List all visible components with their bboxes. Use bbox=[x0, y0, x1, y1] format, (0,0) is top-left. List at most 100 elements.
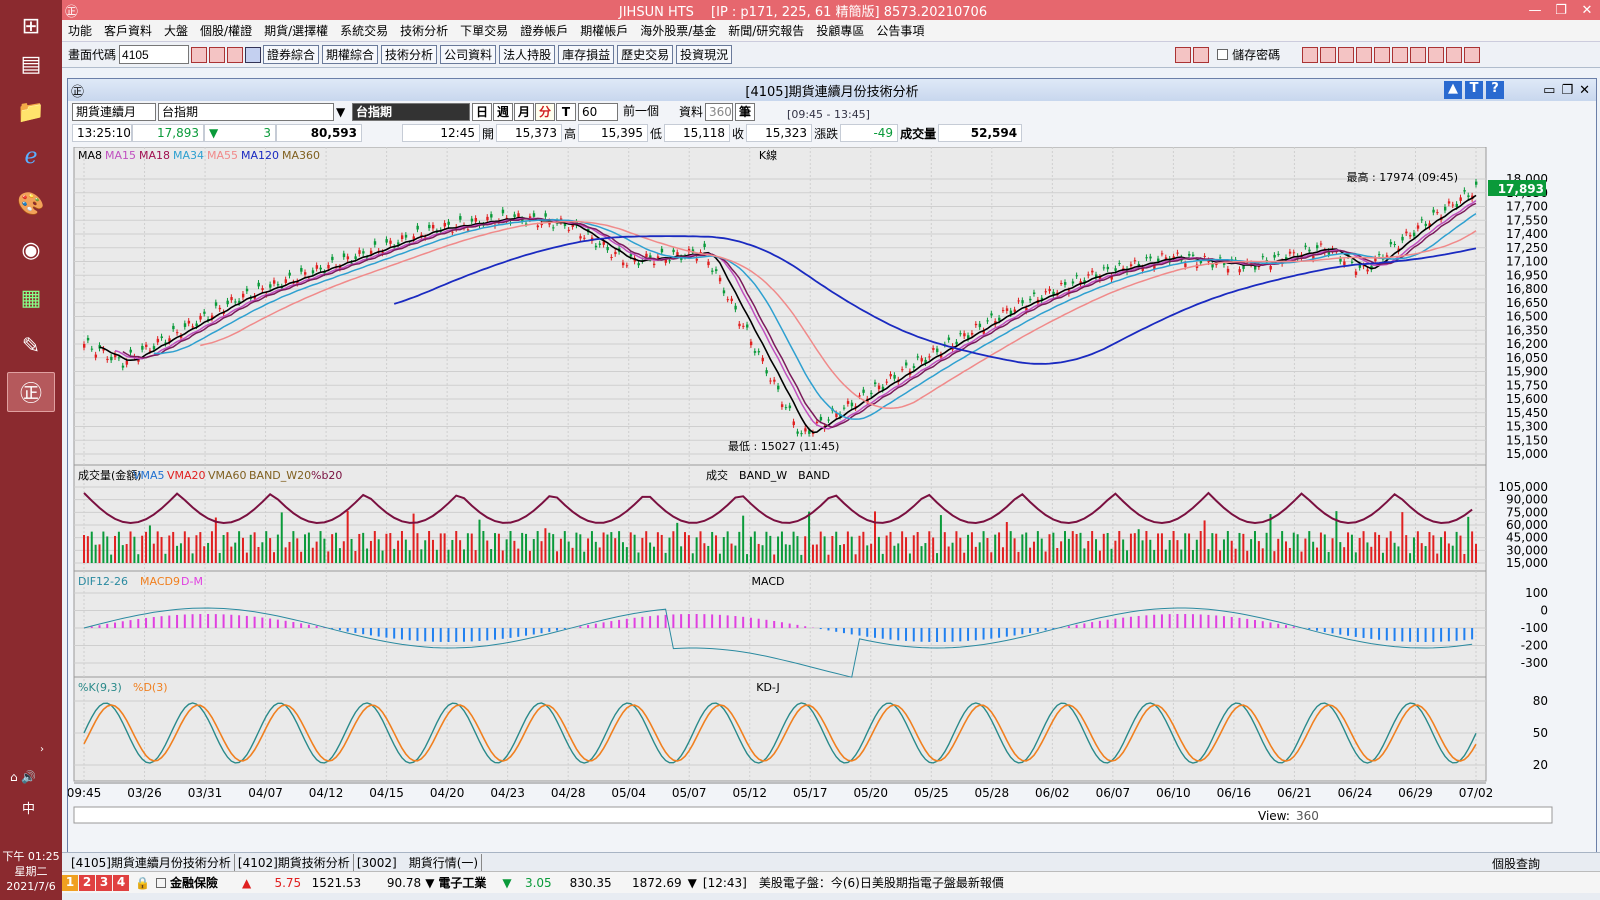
menu-item-2[interactable]: 大盤 bbox=[164, 24, 189, 38]
up-icon[interactable]: ▲ bbox=[1444, 81, 1462, 99]
period-3[interactable]: 分 bbox=[535, 102, 555, 121]
toolbar-button-6[interactable]: 歷史交易 bbox=[617, 45, 674, 64]
symbol-select[interactable]: 台指期 bbox=[158, 102, 334, 121]
t-icon[interactable]: T bbox=[1465, 81, 1483, 99]
arrow-left-icon[interactable] bbox=[1175, 46, 1192, 63]
toolbar-button-0[interactable]: 證券綜合 bbox=[263, 45, 320, 64]
tool-icon-c[interactable] bbox=[245, 46, 262, 63]
window-tab-0[interactable]: [4105]期貨連續月份技術分析 bbox=[68, 853, 235, 871]
vol-bar-49 bbox=[272, 552, 275, 563]
quick-icon-9[interactable] bbox=[1446, 46, 1463, 63]
quick-icon-7[interactable] bbox=[1410, 46, 1427, 63]
restore-icon[interactable]: ❐ bbox=[1555, 2, 1567, 18]
series-select[interactable]: 期貨連續月 bbox=[72, 102, 156, 121]
quick-icon-4[interactable] bbox=[1356, 46, 1373, 63]
window-tab-1[interactable]: [4102]期貨技術分析 bbox=[235, 853, 354, 871]
toolbar-button-2[interactable]: 技術分析 bbox=[381, 45, 438, 64]
candle-body-26 bbox=[183, 323, 187, 327]
toolbar-button-1[interactable]: 期權綜合 bbox=[322, 45, 379, 64]
vol-bar-2 bbox=[90, 531, 93, 563]
menu-item-12[interactable]: 投顧專區 bbox=[816, 24, 865, 38]
dropdown-icon[interactable]: ▼ bbox=[336, 104, 346, 119]
search-icon[interactable] bbox=[191, 46, 208, 63]
windows-taskbar: ⊞ ▤ 📁 ℯ 🎨 ◉ ▦ ✎ ㊣ › ⌂ 🔊 中 下午 01:25 星期二 2… bbox=[0, 0, 62, 900]
menu-item-4[interactable]: 期貨/選擇權 bbox=[264, 24, 329, 38]
panel-restore-icon[interactable]: ❐ bbox=[1561, 82, 1574, 98]
menu-item-9[interactable]: 期權帳戶 bbox=[580, 24, 629, 38]
candle-body-46 bbox=[261, 288, 264, 291]
change-label: 漲跌 bbox=[814, 126, 839, 141]
window-tab-2[interactable]: [3002] 期貨行情(一) bbox=[354, 853, 483, 871]
quick-icon-6[interactable] bbox=[1392, 46, 1409, 63]
candle-body-255 bbox=[1071, 281, 1075, 284]
quick-icon-5[interactable] bbox=[1374, 46, 1391, 63]
candle-body-35 bbox=[218, 307, 222, 310]
tool-icon-a[interactable] bbox=[209, 46, 226, 63]
menu-item-10[interactable]: 海外股票/基金 bbox=[640, 24, 717, 38]
toolbar-button-5[interactable]: 庫存損益 bbox=[558, 45, 615, 64]
menu-item-11[interactable]: 新聞/研究報告 bbox=[728, 24, 805, 38]
candle-body-294 bbox=[1222, 262, 1226, 265]
period-4[interactable]: T bbox=[556, 102, 576, 121]
data-count-input[interactable]: 360 bbox=[705, 102, 734, 121]
paint-icon[interactable]: 🎨 bbox=[17, 191, 45, 217]
vol-bar-276 bbox=[1153, 549, 1156, 563]
ticker-num-3[interactable]: 4 bbox=[113, 874, 129, 891]
quick-icon-10[interactable] bbox=[1464, 46, 1481, 63]
quick-icon-8[interactable] bbox=[1428, 46, 1445, 63]
period-0[interactable]: 日 bbox=[472, 102, 492, 121]
toolbar-button-4[interactable]: 法人持股 bbox=[499, 45, 556, 64]
ticker-num-1[interactable]: 2 bbox=[79, 874, 95, 891]
ticker-checkbox[interactable] bbox=[155, 877, 166, 888]
ticker-num-0[interactable]: 1 bbox=[62, 874, 78, 891]
folder-icon[interactable]: 📁 bbox=[17, 99, 45, 125]
notes-icon[interactable]: ✎ bbox=[21, 333, 41, 359]
panel-close-icon[interactable]: ✕ bbox=[1579, 82, 1590, 98]
help-icon[interactable]: ? bbox=[1486, 81, 1504, 99]
volume-ytick-1: 90,000 bbox=[1506, 493, 1548, 507]
ticker-num-2[interactable]: 3 bbox=[96, 874, 112, 891]
period-1[interactable]: 週 bbox=[493, 102, 513, 121]
menu-item-8[interactable]: 證券帳戶 bbox=[520, 24, 569, 38]
tray-icons[interactable]: ⌂ 🔊 bbox=[10, 770, 37, 784]
candle-body-245 bbox=[1032, 292, 1036, 294]
desktop-icon[interactable]: ▤ bbox=[20, 51, 42, 77]
windows-start-icon[interactable]: ⊞ bbox=[21, 13, 41, 39]
minimize-icon[interactable]: — bbox=[1528, 2, 1542, 18]
toolbar-button-7[interactable]: 投資現況 bbox=[676, 45, 733, 64]
ticker-dropdown-icon-2[interactable]: ▼ bbox=[687, 875, 697, 890]
menu-item-7[interactable]: 下單交易 bbox=[460, 24, 509, 38]
menu-item-1[interactable]: 客戶資料 bbox=[104, 24, 153, 38]
ime-indicator[interactable]: 中 bbox=[22, 802, 36, 817]
close-icon[interactable]: ✕ bbox=[1581, 2, 1593, 18]
panel-minimize-icon[interactable]: ▭ bbox=[1543, 82, 1556, 98]
quick-icon-3[interactable] bbox=[1338, 46, 1355, 63]
menu-item-13[interactable]: 公告事項 bbox=[876, 24, 925, 38]
vol-bar-3 bbox=[94, 544, 97, 563]
internet-explorer-icon[interactable]: ℯ bbox=[24, 143, 38, 169]
taskbar-clock[interactable]: 下午 01:25 星期二 2021/7/6 bbox=[0, 849, 62, 894]
save-password-checkbox[interactable] bbox=[1217, 49, 1229, 60]
period-2[interactable]: 月 bbox=[514, 102, 534, 121]
ticker-dropdown-icon[interactable]: ▼ bbox=[425, 875, 435, 890]
spreadsheet-icon[interactable]: ▦ bbox=[20, 285, 42, 311]
vol-bar-15 bbox=[141, 535, 144, 563]
interval-select[interactable]: 60 bbox=[578, 102, 618, 121]
code-input[interactable] bbox=[119, 45, 190, 64]
jihsun-hts-icon[interactable]: ㊣ bbox=[7, 372, 55, 412]
vol-bar-96 bbox=[455, 531, 458, 563]
toolbar-button-3[interactable]: 公司資料 bbox=[440, 45, 497, 64]
menu-item-6[interactable]: 技術分析 bbox=[400, 24, 449, 38]
menu-item-5[interactable]: 系統交易 bbox=[340, 24, 389, 38]
chart-area[interactable]: 09:45 03/26 03/31 04/07 04/12 04/15 04/20 04/23… bbox=[68, 147, 1596, 847]
chrome-icon[interactable]: ◉ bbox=[21, 237, 41, 263]
menu-item-0[interactable]: 功能 bbox=[68, 24, 93, 38]
candle-body-207 bbox=[885, 381, 889, 383]
prev-button[interactable]: 前一個 bbox=[623, 104, 660, 118]
quick-icon-2[interactable] bbox=[1320, 46, 1337, 63]
quick-icon-1[interactable] bbox=[1302, 46, 1319, 63]
arrow-right-icon[interactable] bbox=[1193, 46, 1210, 63]
menu-item-3[interactable]: 個股/權證 bbox=[200, 24, 253, 38]
tool-icon-b[interactable] bbox=[227, 46, 244, 63]
expand-arrow-icon[interactable]: › bbox=[40, 744, 44, 755]
